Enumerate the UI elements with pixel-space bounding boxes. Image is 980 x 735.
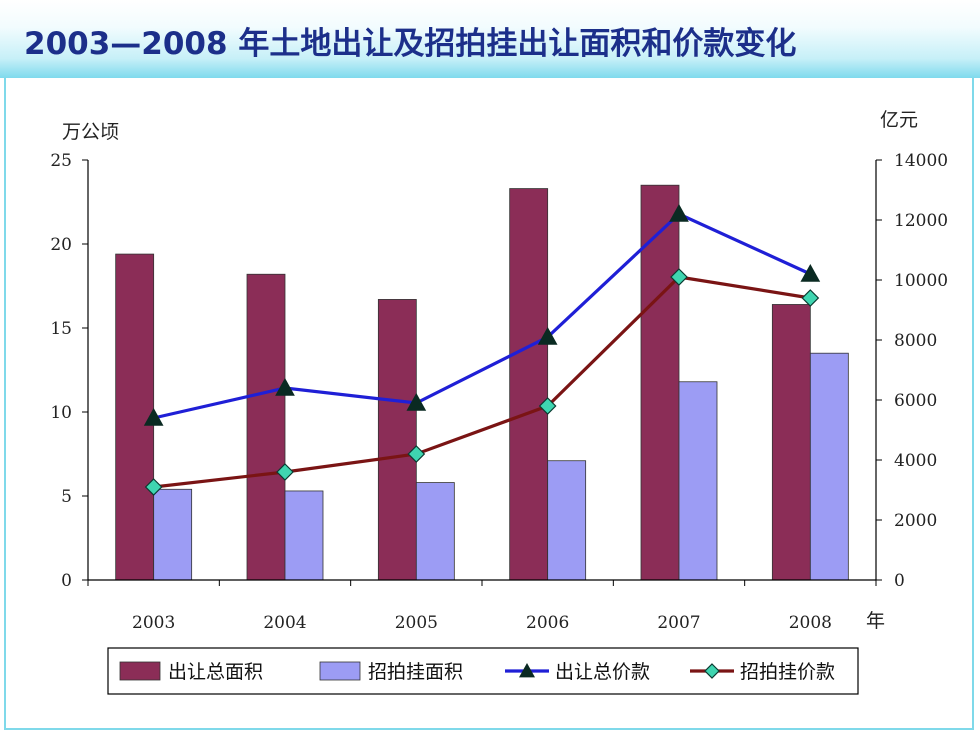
- y-left-tick-label: 10: [50, 403, 72, 423]
- legend-auction-price-label: 招拍挂价款: [740, 661, 835, 683]
- bar-auction-area-2005: [415, 482, 455, 581]
- y-left-tick-label: 0: [61, 571, 72, 591]
- marker-total-price-2007: [669, 203, 689, 222]
- y-left-tick-label: 5: [61, 487, 72, 507]
- marker-auction-price-2003: [144, 478, 163, 496]
- bar-total-area-2004: [246, 273, 286, 581]
- y-right-tick-label: 0: [894, 571, 905, 591]
- legend-total-price-label: 出让总价款: [555, 661, 650, 683]
- marker-auction-price-2004: [276, 463, 294, 481]
- y-axis-left-label: 万公顷: [62, 121, 119, 143]
- line-auction-price: [153, 275, 811, 489]
- lines-layer: [143, 203, 821, 496]
- y-right-tick-label: 6000: [894, 391, 937, 411]
- marker-auction-price-2006: [538, 397, 557, 415]
- y-right-tick-label: 4000: [894, 451, 937, 471]
- legend: 出让总面积 招拍挂面积 出让总价款 招拍挂价款: [107, 647, 859, 695]
- bar-auction-area-2006: [547, 460, 587, 581]
- legend-total-price: 出让总价款: [505, 661, 650, 683]
- legend-total-area: 出让总面积: [119, 661, 263, 683]
- legend-auction-area-swatch: [319, 661, 361, 681]
- marker-total-price-2008: [800, 263, 821, 282]
- marker-auction-price-2008: [801, 289, 820, 307]
- bars-layer: [115, 184, 849, 581]
- bar-total-area-2003: [115, 253, 155, 581]
- legend-auction-area: 招拍挂面积: [319, 661, 463, 683]
- marker-total-price-2006: [537, 326, 558, 345]
- y-right-tick-label: 12000: [894, 211, 948, 231]
- marker-total-price-2005: [406, 392, 427, 411]
- marker-total-price-2003: [143, 407, 164, 426]
- x-tick-label: 2005: [395, 613, 438, 633]
- x-tick-label: 2006: [526, 613, 569, 633]
- bar-total-area-2006: [509, 188, 549, 581]
- y-right-tick-label: 14000: [894, 151, 948, 171]
- y-right-tick-label: 2000: [894, 511, 937, 531]
- y-right-tick-label: 8000: [894, 331, 937, 351]
- marker-auction-price-2007: [670, 268, 688, 286]
- bar-auction-area-2007: [678, 381, 718, 581]
- x-tick-label: 2003: [132, 613, 175, 633]
- y-left-tick-label: 20: [50, 235, 72, 255]
- bar-auction-area-2004: [284, 490, 324, 581]
- legend-auction-price-marker: [704, 663, 720, 679]
- y-axis-right-label: 亿元: [880, 109, 918, 131]
- bar-total-area-2008: [771, 304, 811, 581]
- marker-auction-price-2005: [407, 445, 426, 463]
- y-left-tick-label: 15: [50, 319, 72, 339]
- tick-labels-layer: 0 5 10 15 20 25 0 2000 4000 6000 8000 10000 12000 140…: [50, 151, 948, 633]
- title-bar: 2003—2008 年土地出让及招拍挂出让面积和价款变化: [0, 0, 980, 78]
- y-right-tick-label: 10000: [894, 271, 948, 291]
- line-total-price: [153, 212, 811, 420]
- x-tick-label: 2004: [263, 613, 306, 633]
- legend-auction-area-label: 招拍挂面积: [368, 661, 463, 683]
- page-title: 2003—2008 年土地出让及招拍挂出让面积和价款变化: [24, 26, 797, 62]
- bar-total-area-2005: [377, 299, 417, 581]
- axes-layer: [82, 159, 882, 586]
- y-left-tick-label: 25: [50, 151, 72, 171]
- x-tick-label: 2007: [657, 613, 700, 633]
- legend-total-price-marker: [519, 663, 535, 678]
- x-tick-label: 2008: [789, 613, 832, 633]
- legend-total-area-label: 出让总面积: [168, 661, 263, 683]
- bar-auction-area-2003: [153, 488, 193, 581]
- legend-auction-price: 招拍挂价款: [690, 661, 835, 683]
- x-axis-label: 年: [866, 610, 885, 632]
- legend-total-area-swatch: [119, 661, 161, 681]
- bar-auction-area-2008: [809, 352, 849, 581]
- marker-total-price-2004: [275, 377, 295, 396]
